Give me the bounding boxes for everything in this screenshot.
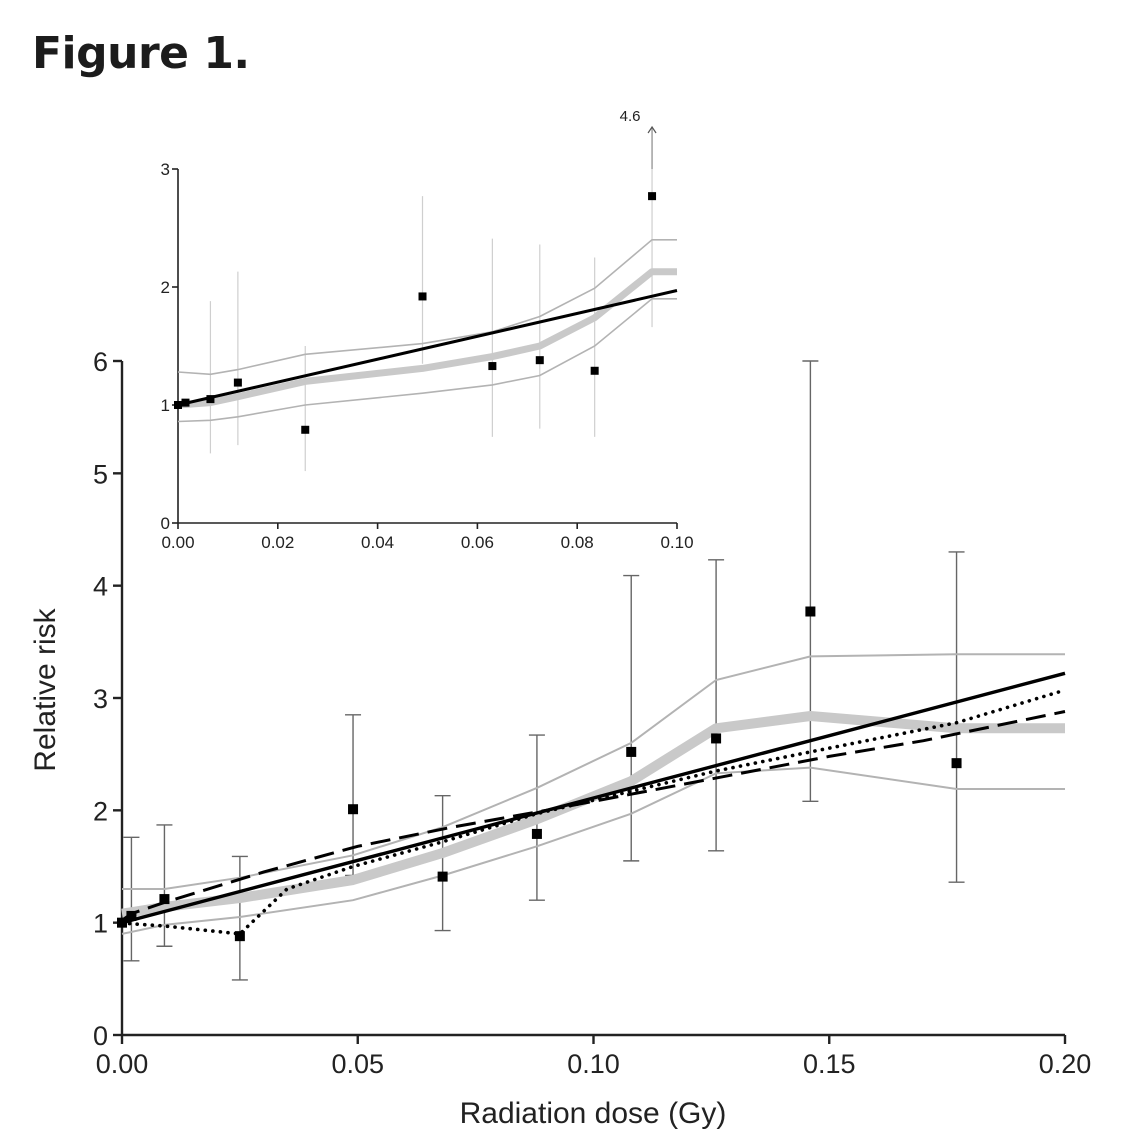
main-y-tick-label: 3 bbox=[93, 684, 108, 714]
inset-chart: 0.00 0.02 0.04 0.06 0.08 0.10 0 1 2 3 4.6 bbox=[140, 105, 700, 565]
inset-series-smoothed-estimate bbox=[177, 268, 677, 409]
inset-data-point bbox=[181, 398, 190, 407]
inset-x-tick-label: 0.00 bbox=[161, 533, 194, 552]
inset-x-tick-label: 0.10 bbox=[660, 533, 693, 552]
main-y-tick-label: 4 bbox=[93, 572, 108, 602]
main-x-axis-label: Radiation dose (Gy) bbox=[460, 1097, 727, 1130]
main-y-axis-label: Relative risk bbox=[29, 607, 62, 771]
inset-data-point bbox=[233, 378, 242, 387]
main-data-point bbox=[711, 733, 722, 744]
main-y-tick-label: 5 bbox=[93, 459, 108, 489]
inset-data-point bbox=[301, 425, 310, 434]
main-y-tick-label: 2 bbox=[93, 796, 108, 826]
main-x-tick-label: 0.05 bbox=[331, 1049, 384, 1079]
inset-data-point bbox=[174, 401, 182, 409]
inset-y-tick-label: 3 bbox=[161, 160, 170, 179]
main-data-point bbox=[531, 828, 542, 839]
main-data-point bbox=[159, 894, 170, 905]
main-data-point bbox=[951, 758, 962, 769]
figure-title: Figure 1. bbox=[32, 28, 250, 79]
main-data-point bbox=[126, 910, 137, 921]
main-x-tick-label: 0.00 bbox=[96, 1049, 149, 1079]
inset-data-point bbox=[648, 192, 657, 201]
main-series-linear-fit bbox=[121, 671, 1066, 925]
main-series-smoothed-estimate bbox=[121, 711, 1065, 919]
main-data-point bbox=[117, 917, 127, 928]
inset-data-point bbox=[206, 395, 215, 404]
main-data-point bbox=[437, 871, 448, 882]
main-y-tick-label: 6 bbox=[93, 347, 108, 377]
inset-x-tick-label: 0.06 bbox=[461, 533, 494, 552]
main-data-point bbox=[805, 606, 816, 617]
main-data-point bbox=[234, 931, 245, 942]
main-series-upper-bound bbox=[122, 653, 1065, 890]
inset-data-point bbox=[418, 292, 427, 301]
main-data-point bbox=[348, 804, 359, 815]
inset-x-tick-label: 0.02 bbox=[261, 533, 294, 552]
main-series-dashed-fit bbox=[121, 710, 1066, 922]
inset-x-tick-label: 0.04 bbox=[361, 533, 394, 552]
inset-y-tick-label: 1 bbox=[161, 396, 170, 415]
main-x-tick-label: 0.15 bbox=[803, 1049, 856, 1079]
main-y-tick-label: 0 bbox=[93, 1021, 108, 1051]
main-x-tick-label: 0.10 bbox=[567, 1049, 620, 1079]
inset-off-scale-arrow bbox=[647, 125, 657, 134]
main-data-point bbox=[626, 746, 637, 757]
inset-data-point bbox=[535, 356, 544, 365]
inset-series-lower-bound bbox=[177, 297, 677, 423]
inset-y-tick-label: 0 bbox=[161, 514, 170, 533]
inset-series-linear-fit bbox=[177, 289, 678, 407]
inset-background bbox=[140, 105, 700, 565]
main-x-tick-label: 0.20 bbox=[1039, 1049, 1092, 1079]
inset-data-point bbox=[488, 362, 497, 371]
main-chart: 0.00 0.05 0.10 0.15 0.20 0 1 2 3 4 5 6 Radiation dos… bbox=[29, 347, 1091, 1130]
main-series-lower-bound bbox=[121, 766, 1065, 935]
inset-data-point bbox=[590, 366, 599, 375]
inset-y-tick-label: 2 bbox=[161, 278, 170, 297]
inset-x-tick-label: 0.08 bbox=[561, 533, 594, 552]
main-y-tick-label: 1 bbox=[93, 909, 108, 939]
inset-series-upper-bound bbox=[177, 239, 677, 376]
inset-off-scale-label: 4.6 bbox=[620, 108, 641, 125]
